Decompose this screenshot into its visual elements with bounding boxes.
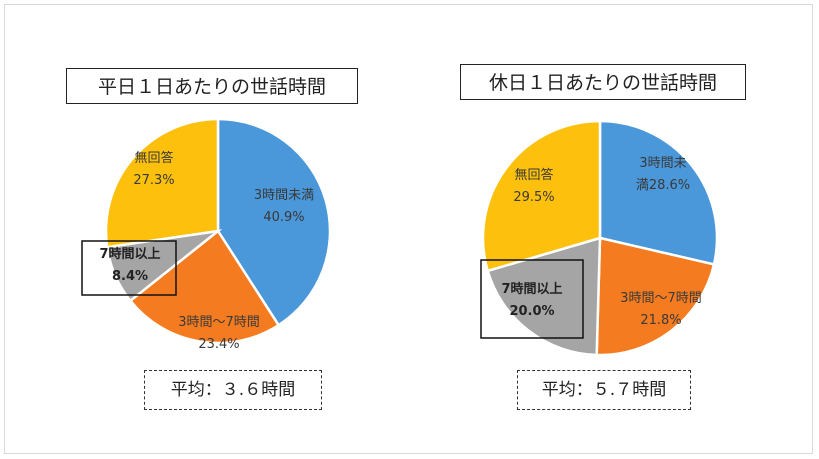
slice-label-3: 無回答 29.5% (513, 167, 554, 205)
pie-holiday: 3時間未満28.6% 3時間〜7時間 21.8% 7時間以上 20.0% 無回答 29.5% (480, 119, 719, 357)
chart-title-holiday: 休日１日あたりの世話時間 (460, 64, 746, 100)
pie-slice-0 (598, 119, 719, 266)
pie-slice-2 (486, 236, 602, 357)
average-holiday: 平均：５.７時間 (517, 370, 691, 410)
pie-slice-3 (104, 117, 220, 249)
pie-slice-1 (128, 229, 281, 345)
slice-label-1: 3時間〜7時間 23.4% (178, 315, 260, 352)
chart-title-weekday: 平日１日あたりの世話時間 (66, 68, 358, 104)
highlight-box (81, 240, 177, 296)
pie-weekday: 3時間未満 40.9% 3時間〜7時間 23.4% 7時間以上 8.4% 無回答 27.3% (81, 117, 332, 352)
slice-label-0: 3時間未満28.6% (636, 156, 690, 193)
slice-label-0: 3時間未満 40.9% (254, 188, 314, 225)
pie-slice-1 (595, 236, 716, 357)
average-weekday: 平均：３.６時間 (144, 370, 322, 410)
highlight-box (480, 259, 584, 339)
pie-slice-3 (481, 119, 602, 273)
slice-label-2: 7時間以上 8.4% (99, 246, 160, 284)
figure-frame (4, 4, 813, 454)
slice-label-1: 3時間〜7時間 21.8% (620, 291, 702, 328)
slice-label-2: 7時間以上 20.0% (501, 281, 562, 319)
slice-label-3: 無回答 27.3% (133, 150, 174, 188)
